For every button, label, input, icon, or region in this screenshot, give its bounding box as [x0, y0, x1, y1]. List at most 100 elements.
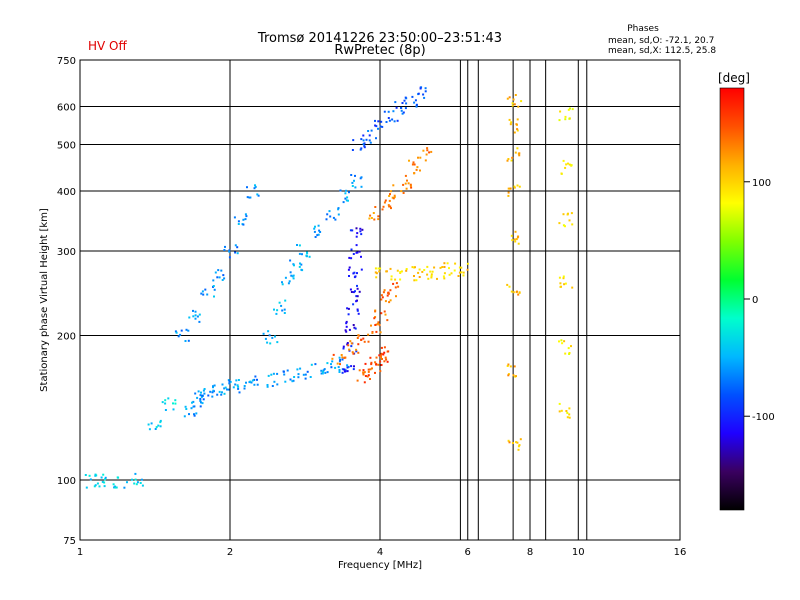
data-point: [325, 218, 328, 221]
data-point: [234, 251, 237, 254]
data-point: [262, 332, 265, 335]
data-point: [214, 271, 217, 274]
data-point: [364, 362, 367, 365]
data-point: [136, 481, 139, 484]
data-point: [513, 103, 516, 106]
data-point: [196, 396, 199, 399]
data-point: [351, 149, 354, 151]
data-point: [430, 150, 433, 153]
data-point: [326, 371, 329, 374]
data-point: [194, 310, 197, 313]
data-point: [512, 98, 515, 101]
data-point: [283, 312, 286, 314]
data-point: [388, 205, 391, 208]
data-point: [242, 223, 245, 226]
data-point: [298, 244, 301, 247]
data-point: [427, 277, 430, 280]
data-point: [516, 147, 519, 150]
data-point: [568, 413, 571, 416]
data-point: [306, 370, 309, 373]
data-point: [245, 381, 247, 384]
data-point: [339, 363, 341, 366]
data-point: [507, 439, 510, 442]
data-point: [443, 277, 446, 280]
data-point: [423, 96, 426, 99]
data-point: [344, 369, 347, 372]
data-point: [430, 276, 433, 279]
data-point: [159, 421, 162, 424]
data-point: [406, 179, 408, 182]
data-point: [329, 215, 332, 218]
data-point: [361, 228, 364, 231]
data-point: [174, 330, 177, 333]
data-point: [414, 99, 417, 102]
data-point: [570, 164, 573, 167]
data-point: [347, 307, 350, 310]
data-point: [133, 482, 136, 485]
data-point: [506, 97, 509, 100]
data-point: [232, 386, 235, 389]
data-point: [564, 166, 567, 169]
data-point: [520, 100, 523, 103]
data-point: [392, 184, 395, 187]
data-point: [317, 224, 320, 227]
data-point: [403, 99, 406, 102]
data-point: [237, 379, 240, 381]
data-point: [359, 148, 362, 151]
data-point: [564, 352, 567, 355]
data-point: [562, 275, 565, 278]
data-point: [405, 187, 408, 190]
data-point: [374, 267, 377, 270]
data-point: [345, 189, 348, 192]
data-point: [348, 266, 351, 269]
data-point: [201, 290, 204, 293]
data-point: [350, 365, 353, 368]
data-point: [221, 279, 224, 281]
data-point: [570, 212, 573, 215]
data-point: [297, 373, 300, 376]
data-point: [199, 398, 202, 400]
data-point: [313, 230, 316, 233]
data-point: [289, 378, 292, 381]
data-point: [197, 390, 200, 393]
data-point: [366, 375, 369, 378]
data-point: [201, 402, 204, 405]
data-point: [509, 365, 512, 368]
data-point: [426, 273, 429, 276]
data-point: [337, 213, 340, 216]
data-point: [558, 222, 561, 225]
data-point: [346, 364, 349, 367]
data-point: [244, 218, 247, 221]
data-point: [286, 369, 289, 372]
data-point: [426, 147, 429, 150]
data-point: [253, 383, 256, 386]
data-point: [351, 229, 354, 232]
data-point: [375, 137, 377, 140]
data-point: [393, 120, 396, 123]
data-point: [358, 290, 361, 293]
data-point: [511, 442, 514, 444]
data-point: [185, 328, 188, 331]
data-point: [352, 368, 355, 371]
data-point: [212, 385, 214, 388]
data-point: [389, 205, 392, 208]
data-point: [229, 380, 232, 383]
data-point: [222, 274, 225, 277]
data-point: [388, 195, 391, 197]
data-point: [314, 236, 317, 238]
data-point: [336, 362, 339, 365]
data-point: [328, 210, 331, 213]
data-point: [114, 486, 117, 489]
data-point: [350, 248, 353, 251]
data-point: [193, 414, 196, 417]
data-point: [191, 401, 193, 404]
data-point: [223, 249, 226, 251]
data-point: [560, 339, 563, 342]
data-point: [94, 484, 97, 487]
data-point: [296, 368, 299, 371]
data-point: [276, 341, 279, 344]
data-point: [441, 266, 444, 268]
data-point: [388, 301, 391, 304]
data-point: [192, 309, 194, 312]
grid-lines: [80, 60, 680, 540]
